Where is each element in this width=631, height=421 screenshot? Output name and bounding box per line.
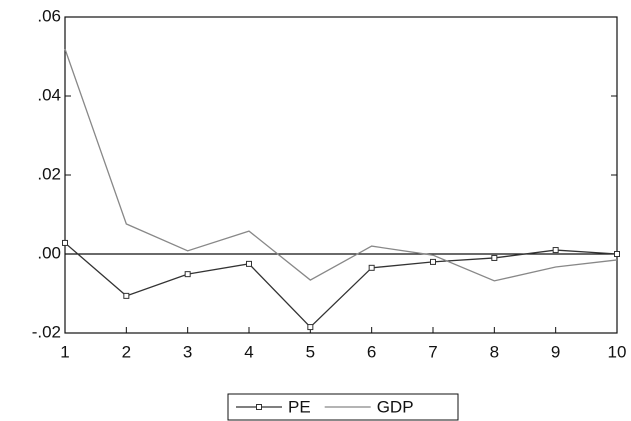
- x-tick-label: 7: [428, 342, 437, 361]
- point-marker: [246, 260, 252, 267]
- x-tick-label: 9: [551, 342, 560, 361]
- x-tick-label: 10: [608, 342, 627, 361]
- y-tick-label: -.02: [32, 322, 61, 341]
- y-tick-label: .02: [37, 164, 61, 183]
- y-tick-label: .00: [37, 243, 61, 262]
- series-line: [64, 48, 618, 282]
- plot-frame: [64, 16, 618, 334]
- legend-label: PE: [288, 397, 311, 416]
- x-tick-label: 4: [244, 342, 253, 361]
- legend-label: GDP: [377, 397, 414, 416]
- y-tick-label: .06: [37, 6, 61, 25]
- point-marker: [123, 292, 130, 299]
- point-marker: [184, 271, 191, 278]
- point-marker: [552, 247, 559, 254]
- y-tick-label: .04: [37, 85, 61, 104]
- point-marker: [491, 254, 498, 261]
- legend-marker: [256, 404, 262, 410]
- point-marker: [307, 324, 314, 331]
- series-line: [64, 242, 618, 328]
- point-marker: [430, 258, 436, 265]
- point-marker: [62, 239, 68, 246]
- x-tick-label: 6: [367, 342, 376, 361]
- x-tick-label: 8: [490, 342, 499, 361]
- point-marker: [368, 264, 375, 271]
- x-tick-label: 2: [122, 342, 131, 361]
- legend-box: [227, 393, 459, 421]
- x-tick-label: 3: [183, 342, 192, 361]
- point-marker: [614, 251, 620, 257]
- x-tick-label: 1: [60, 342, 69, 361]
- x-tick-label: 5: [306, 342, 315, 361]
